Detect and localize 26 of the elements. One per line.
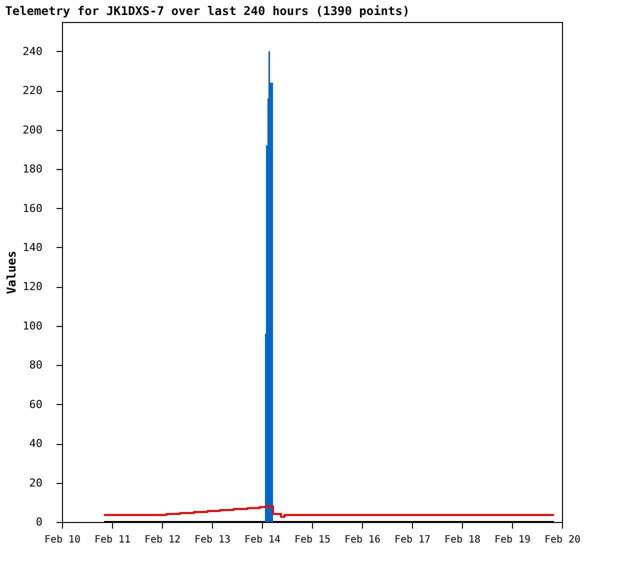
x-tick-label: Feb 15 xyxy=(294,534,331,546)
y-axis-title: Values xyxy=(4,250,19,294)
y-tick-label: 220 xyxy=(22,84,42,98)
x-tick-label: Feb 13 xyxy=(194,534,231,546)
y-tick-label: 20 xyxy=(29,476,42,490)
x-tick-label: Feb 14 xyxy=(244,534,281,546)
y-tick-label: 160 xyxy=(22,202,42,215)
y-tick-label: 60 xyxy=(29,398,42,411)
x-tick-label: Feb 19 xyxy=(494,534,531,546)
x-tick-label: Feb 16 xyxy=(344,534,381,546)
x-tick-label: Feb 10 xyxy=(44,534,81,546)
y-tick-label: 200 xyxy=(22,123,42,136)
x-tick-label: Feb 20 xyxy=(544,534,581,546)
y-tick-label: 180 xyxy=(22,162,42,176)
x-tick-label: Feb 17 xyxy=(394,534,431,546)
y-tick-label: 100 xyxy=(22,319,42,332)
y-tick-label: 80 xyxy=(29,358,42,372)
x-tick-label: Feb 11 xyxy=(94,534,131,546)
y-tick-label: 40 xyxy=(29,437,42,450)
chart-title: Telemetry for JK1DXS-7 over last 240 hours (1390 points) xyxy=(5,4,410,18)
y-tick-label: 140 xyxy=(22,240,42,254)
y-tick-label: 0 xyxy=(36,516,42,528)
x-tick-label: Feb 18 xyxy=(444,534,481,546)
y-tick-label: 240 xyxy=(22,44,42,58)
y-tick-label: 120 xyxy=(22,280,42,294)
x-tick-label: Feb 12 xyxy=(144,534,181,546)
